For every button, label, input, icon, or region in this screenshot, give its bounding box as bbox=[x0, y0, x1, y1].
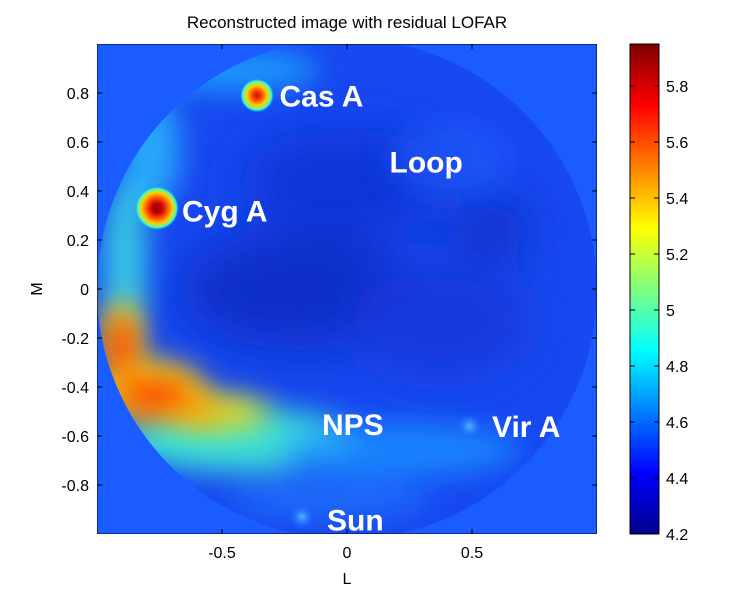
annotation-cas-a: Cas A bbox=[280, 80, 364, 113]
colorbar-tick-label: 4.2 bbox=[666, 527, 688, 544]
colorbar: 5.8 5.6 5.4 5.2 5 4.8 4.6 4.4 4.2 bbox=[629, 43, 688, 544]
x-axis: -0.5 0 0.5 bbox=[208, 44, 483, 562]
y-axis-label: M bbox=[29, 282, 46, 295]
annotation-nps: NPS bbox=[322, 409, 384, 442]
annotation-loop: Loop bbox=[390, 147, 463, 180]
y-tick-label: 0.8 bbox=[67, 86, 89, 103]
annotation-sun: Sun bbox=[327, 504, 384, 537]
source-sun bbox=[289, 503, 315, 530]
annotation-cyg-a: Cyg A bbox=[182, 196, 268, 229]
y-tick-label: 0.4 bbox=[67, 184, 89, 201]
y-tick-label: 0.6 bbox=[67, 135, 89, 152]
colorbar-tick-label: 5.8 bbox=[666, 79, 688, 96]
chart-title: Reconstructed image with residual LOFAR bbox=[187, 13, 507, 32]
y-tick-label: -0.8 bbox=[61, 478, 89, 495]
colorbar-tick-label: 5 bbox=[666, 303, 675, 320]
y-tick-label: -0.2 bbox=[61, 331, 89, 348]
colorbar-tick-label: 4.4 bbox=[666, 471, 688, 488]
y-tick-label: 0.2 bbox=[67, 233, 89, 250]
colorbar-gradient bbox=[629, 43, 660, 535]
source-vir-a bbox=[456, 413, 483, 440]
annotations: Cas A Loop Cyg A NPS Vir A Sun bbox=[182, 80, 560, 537]
annotation-vir-a: Vir A bbox=[492, 411, 560, 444]
source-cas-a bbox=[240, 78, 274, 113]
source-cyg-a bbox=[135, 186, 179, 231]
y-tick-label: -0.4 bbox=[61, 380, 89, 397]
colorbar-ticks: 5.8 5.6 5.4 5.2 5 4.8 4.6 4.4 4.2 bbox=[630, 79, 688, 544]
y-axis: 0.8 0.6 0.4 0.2 0 -0.2 -0.4 -0.6 -0.8 bbox=[61, 86, 597, 495]
source-markers bbox=[135, 78, 483, 530]
y-tick-label: 0 bbox=[80, 282, 89, 299]
colorbar-tick-label: 4.6 bbox=[666, 415, 688, 432]
sky-disk bbox=[97, 44, 597, 534]
x-tick-label: 0 bbox=[343, 545, 352, 562]
y-tick-label: -0.6 bbox=[61, 429, 89, 446]
colorbar-tick-label: 4.8 bbox=[666, 359, 688, 376]
colorbar-tick-label: 5.6 bbox=[666, 135, 688, 152]
colorbar-tick-label: 5.4 bbox=[666, 191, 688, 208]
plot-area: Cas A Loop Cyg A NPS Vir A Sun bbox=[97, 44, 597, 537]
colorbar-tick-label: 5.2 bbox=[666, 247, 688, 264]
x-tick-label: 0.5 bbox=[461, 545, 483, 562]
x-axis-label: L bbox=[343, 571, 352, 588]
x-tick-label: -0.5 bbox=[208, 545, 236, 562]
